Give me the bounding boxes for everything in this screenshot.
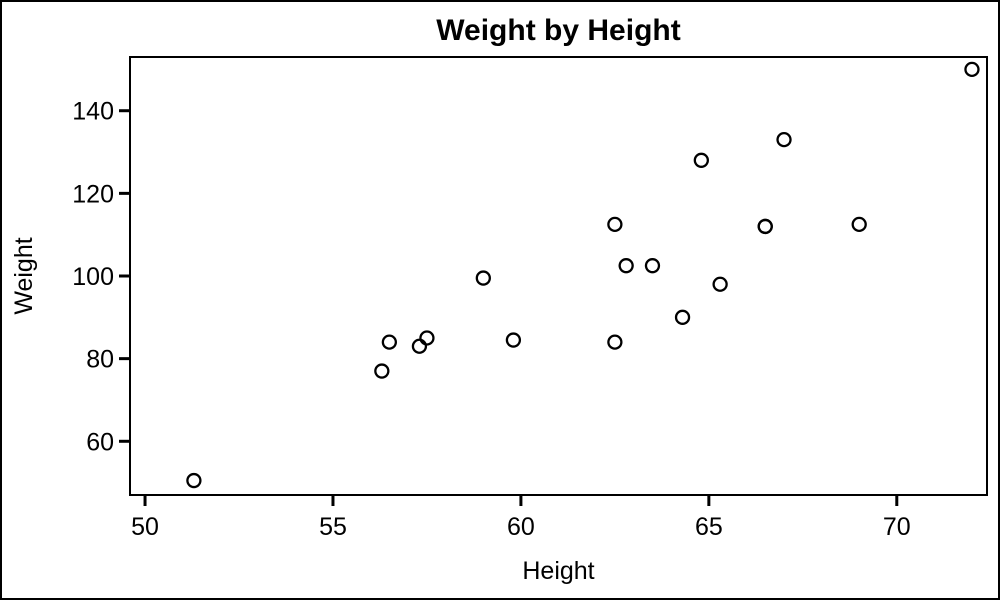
data-point bbox=[505, 332, 522, 348]
data-point bbox=[475, 270, 491, 286]
x-tick-label: 55 bbox=[319, 513, 347, 541]
data-point bbox=[712, 276, 728, 292]
data-point bbox=[776, 131, 792, 148]
data-point bbox=[851, 216, 867, 232]
x-tick-label: 70 bbox=[883, 513, 911, 541]
plot-frame bbox=[129, 56, 988, 496]
x-tick-label: 65 bbox=[695, 513, 723, 541]
data-point bbox=[419, 330, 435, 346]
data-point bbox=[964, 61, 980, 78]
data-point bbox=[381, 334, 398, 350]
data-point bbox=[618, 258, 634, 274]
y-tick-label: 140 bbox=[72, 98, 114, 126]
data-point bbox=[607, 334, 623, 350]
data-point bbox=[757, 218, 773, 235]
y-tick-label: 60 bbox=[86, 428, 114, 456]
data-point bbox=[674, 309, 691, 325]
data-point bbox=[607, 216, 623, 232]
data-point bbox=[374, 363, 390, 379]
y-tick-label: 100 bbox=[72, 263, 114, 291]
x-tick-label: 60 bbox=[507, 513, 535, 541]
plot-frame-group bbox=[129, 56, 988, 496]
data-points-group bbox=[186, 61, 980, 489]
axis-ticks-group: 50 55 60 65 70 60 80 100 120 140 bbox=[72, 98, 910, 541]
data-point bbox=[693, 152, 709, 168]
data-point bbox=[411, 338, 428, 354]
chart-title: Weight by Height bbox=[436, 14, 680, 47]
x-axis-label: Height bbox=[522, 557, 594, 585]
y-tick-label: 80 bbox=[86, 346, 114, 374]
data-point bbox=[644, 258, 661, 274]
y-tick-label: 120 bbox=[72, 180, 114, 208]
data-point bbox=[186, 472, 202, 489]
y-axis-label: Weight bbox=[10, 237, 38, 314]
x-tick-label: 50 bbox=[131, 513, 159, 541]
